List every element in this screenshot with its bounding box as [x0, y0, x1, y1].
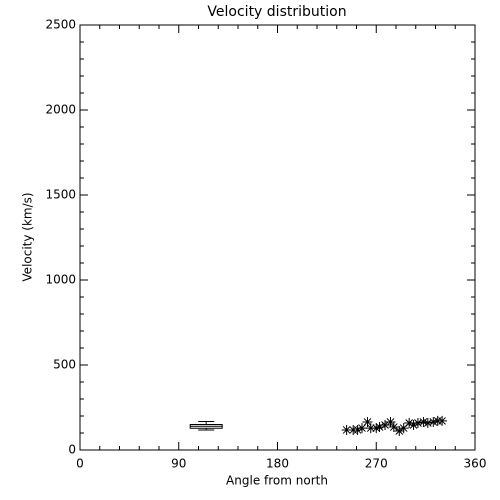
point: [418, 416, 429, 427]
y-tick-label: 500: [53, 358, 76, 372]
point: [356, 423, 367, 434]
point: [341, 424, 352, 435]
point: [365, 423, 376, 434]
plot-frame: [79, 24, 476, 451]
point: [394, 425, 405, 436]
point: [352, 424, 363, 435]
y-axis-label: Velocity (km/s): [21, 192, 35, 281]
point: [408, 420, 419, 431]
y-tick-label: 0: [68, 443, 76, 457]
point: [388, 422, 399, 433]
y-tick-label: 2500: [45, 18, 76, 32]
point: [422, 417, 433, 428]
x-axis-label: Angle from north: [226, 474, 328, 488]
point: [380, 420, 391, 431]
point: [374, 422, 385, 433]
point: [428, 416, 439, 427]
y-tick-label: 1500: [45, 188, 76, 202]
x-tick-label: 90: [171, 457, 186, 471]
y-tick-label: 2000: [45, 103, 76, 117]
x-tick-label: 0: [76, 457, 84, 471]
point: [412, 417, 423, 428]
point: [404, 417, 415, 428]
point: [437, 415, 448, 426]
chart-title: Velocity distribution: [207, 4, 346, 20]
point: [398, 423, 409, 434]
point: [362, 416, 373, 427]
point: [371, 423, 382, 434]
x-tick-label: 360: [464, 457, 487, 471]
y-tick-label: 1000: [45, 273, 76, 287]
point: [385, 416, 396, 427]
x-tick-label: 270: [365, 457, 388, 471]
x-tick-label: 180: [266, 457, 289, 471]
